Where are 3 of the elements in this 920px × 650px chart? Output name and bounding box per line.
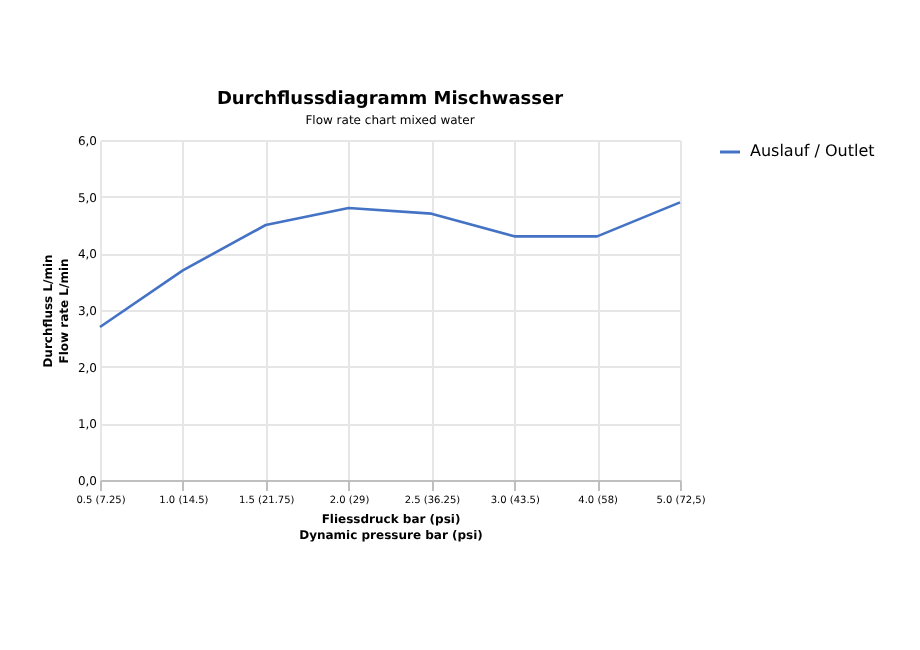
legend-label: Auslauf / Outlet	[750, 142, 875, 160]
line-series	[98, 201, 682, 329]
chart-title: Durchflussdiagramm Mischwasser	[216, 90, 565, 110]
